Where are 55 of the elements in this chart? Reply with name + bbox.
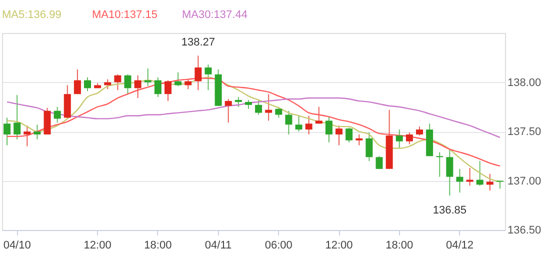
candlestick — [14, 94, 21, 140]
x-tick-label: 12:00 — [84, 240, 112, 252]
candlestick — [44, 107, 51, 135]
text: MA30:137.44 — [182, 9, 248, 21]
x-tick-label: 18:00 — [144, 240, 172, 252]
x-tick-label: 06:00 — [264, 240, 292, 252]
candlestick — [54, 106, 61, 124]
x-tick-label: 18:00 — [386, 240, 414, 252]
candlestick — [24, 125, 31, 147]
candlestick — [376, 156, 383, 170]
candlestick — [295, 115, 302, 132]
candlestick — [356, 134, 363, 146]
candlestick — [336, 125, 343, 146]
candlestick — [124, 74, 132, 95]
x-tick-label: 04/10 — [3, 240, 31, 252]
candlestick — [224, 98, 232, 124]
candlestick — [74, 68, 81, 95]
candlestick — [164, 80, 172, 102]
candlestick — [456, 168, 464, 194]
candlestick — [255, 99, 262, 116]
candlestick — [305, 115, 312, 135]
candlestick — [486, 173, 494, 192]
candlestick — [64, 84, 71, 120]
x-tick-label: 12:00 — [325, 240, 353, 252]
candlestick — [204, 64, 212, 91]
candlestick — [194, 55, 202, 91]
x-tick-label: 04/11 — [204, 240, 232, 252]
y-tick-label: 138.00 — [508, 76, 542, 89]
candlestick — [366, 132, 373, 162]
candlestick — [325, 116, 332, 143]
candlestick — [34, 124, 41, 140]
candlestick — [265, 94, 272, 122]
candlestick — [406, 132, 413, 145]
candlestick — [4, 117, 11, 146]
candlestick — [346, 127, 353, 143]
candlestick — [234, 96, 242, 108]
text: MA10:137.15 — [92, 9, 158, 21]
candlestick — [436, 152, 444, 178]
annotation: 138.27 — [181, 36, 215, 49]
x-tick-label: 04/12 — [446, 240, 474, 252]
candlestick — [114, 74, 122, 91]
candlestick — [476, 160, 484, 186]
y-tick-label: 136.50 — [508, 224, 542, 236]
annotation: 136.85 — [432, 204, 466, 217]
candlestick — [315, 106, 322, 124]
candlestick — [446, 148, 454, 196]
candlestick — [154, 76, 162, 98]
y-tick-label: 137.50 — [508, 126, 542, 138]
candlestick — [84, 76, 92, 92]
candlestick — [134, 74, 142, 99]
candlestick — [285, 110, 292, 135]
candlestick — [396, 129, 403, 149]
y-tick-label: 137.00 — [508, 175, 542, 188]
candlestick — [144, 68, 152, 87]
text: MA5:136.99 — [2, 9, 62, 21]
